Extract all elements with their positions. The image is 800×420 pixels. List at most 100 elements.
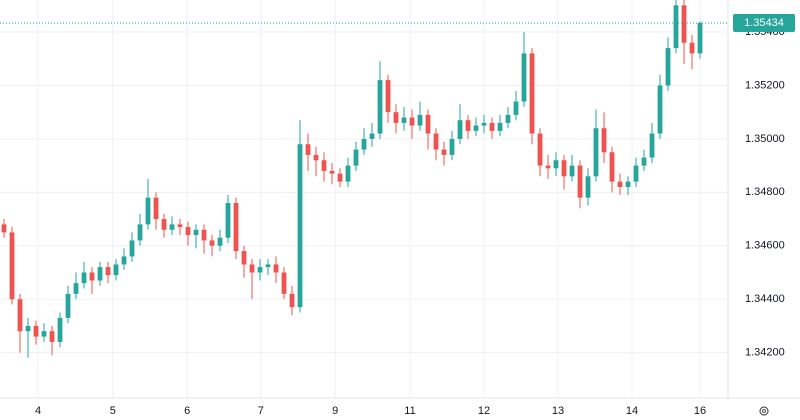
settings-icon[interactable] (759, 406, 769, 416)
candle-body (49, 331, 55, 342)
y-tick-label: 1.34800 (745, 186, 785, 198)
x-tick-label: 11 (404, 405, 415, 417)
candle-body (393, 112, 399, 123)
candle-body (65, 293, 71, 318)
candle-body (9, 232, 15, 300)
candle-body (681, 5, 687, 43)
x-tick-label: 16 (694, 405, 706, 417)
candle-body (217, 237, 223, 246)
x-tick-label: 14 (626, 405, 638, 417)
candle-body (505, 114, 511, 123)
candle-body (1, 224, 7, 233)
candle-body (425, 114, 431, 134)
candle-body (385, 80, 391, 113)
candle-body (673, 5, 679, 49)
candle-body (457, 120, 463, 139)
candle-body (337, 173, 343, 182)
x-tick-label: 5 (110, 405, 116, 417)
candle-body (57, 317, 63, 342)
candle-body (481, 122, 487, 126)
last-price-box (733, 13, 795, 32)
y-tick-label: 1.34600 (745, 240, 785, 252)
candle-body (361, 138, 367, 150)
y-tick-label: 1.34200 (745, 346, 785, 358)
plot-area (0, 0, 728, 358)
candle-body (609, 152, 615, 182)
candle-body (169, 224, 175, 230)
candle-body (489, 122, 495, 131)
candle-body (697, 22, 703, 54)
y-tick-label: 1.35000 (745, 133, 785, 145)
candle-body (17, 299, 23, 332)
candle-body (305, 144, 311, 155)
candle-body (401, 117, 407, 123)
candle-body (233, 203, 239, 252)
candle-body (577, 165, 583, 198)
candle-body (369, 133, 375, 139)
x-tick-label: 13 (552, 405, 564, 417)
candle-body (569, 165, 575, 177)
candle-body (25, 325, 31, 332)
candle-body (641, 157, 647, 166)
candle-body (657, 85, 663, 134)
candle-body (689, 42, 695, 54)
candle-body (665, 48, 671, 86)
candle-body (121, 256, 127, 265)
candle-body (145, 197, 151, 225)
candle-body (649, 133, 655, 158)
candle-body (249, 264, 255, 273)
candle-body (185, 227, 191, 236)
candle-body (593, 128, 599, 177)
candle-body (89, 272, 95, 281)
candle-body (81, 272, 87, 284)
y-tick-label: 1.34400 (745, 293, 785, 305)
candle-body (329, 170, 335, 174)
candle-body (521, 53, 527, 102)
candle-body (129, 240, 135, 257)
candle-body (433, 133, 439, 150)
candle-body (409, 117, 415, 126)
candle-body (97, 267, 103, 281)
candle-body (297, 144, 303, 308)
candle-body (473, 125, 479, 131)
x-tick-label: 7 (258, 405, 264, 417)
axes: 1.34200 1.34400 1.34600 1.34800 1.35000 1.352… (35, 13, 795, 417)
candle-body (321, 160, 327, 171)
candle-body (529, 53, 535, 134)
candle-body (257, 267, 263, 273)
candle-body (417, 114, 423, 126)
candle-body (441, 149, 447, 155)
candle-body (601, 128, 607, 153)
candle-body (177, 224, 183, 228)
candle-body (449, 138, 455, 155)
candle-body (545, 165, 551, 169)
candle-body (273, 264, 279, 273)
candle-body (33, 325, 39, 337)
candle-body (313, 154, 319, 161)
x-tick-label: 12 (478, 405, 490, 417)
candle-body (281, 272, 287, 294)
candle-body (353, 149, 359, 166)
candle-body (289, 293, 295, 308)
candle-body (585, 176, 591, 198)
candle-body (153, 197, 159, 220)
y-tick-label: 1.35200 (745, 79, 785, 91)
candle-body (73, 283, 79, 294)
candle-body (553, 160, 559, 169)
candle-body (209, 240, 215, 246)
candle-body (617, 181, 623, 187)
candle-body (193, 229, 199, 236)
candle-body (137, 224, 143, 241)
candle-body (105, 267, 111, 276)
x-tick-label: 6 (184, 405, 190, 417)
x-tick-label: 4 (35, 405, 41, 417)
last-price-label: 1.35434 (744, 17, 784, 29)
candle-body (633, 165, 639, 182)
candle-body (537, 133, 543, 166)
candle-body (513, 101, 519, 115)
candle-body (201, 229, 207, 241)
candle-body (497, 122, 503, 131)
candle-body (225, 203, 231, 238)
candle-body (561, 160, 567, 177)
